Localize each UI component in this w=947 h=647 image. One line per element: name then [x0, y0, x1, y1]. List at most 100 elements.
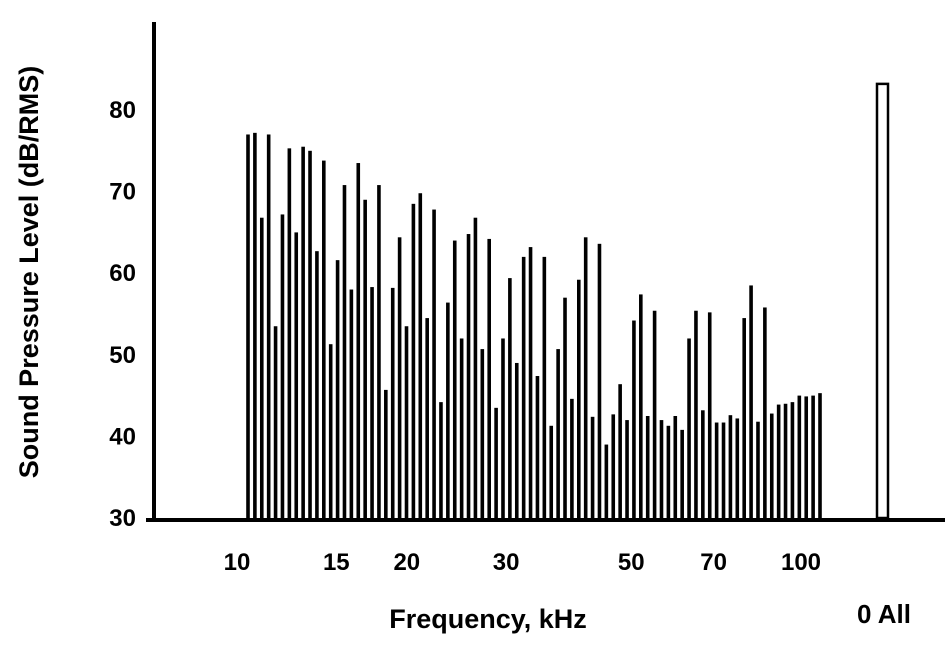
- spectrum-bar: [645, 416, 650, 518]
- spectrum-bar: [818, 393, 822, 518]
- spectrum-bar: [590, 416, 595, 518]
- x-tick-label: 20: [393, 549, 420, 576]
- spectrum-bar: [390, 287, 395, 518]
- x-tick-labels: 10 15 20 30 50 70 100: [224, 549, 821, 576]
- spectrum-bar: [528, 247, 533, 518]
- spectrum-bar: [404, 326, 409, 518]
- spectrum-bar: [439, 402, 443, 518]
- spectrum-bar: [811, 395, 815, 518]
- spectrum-bars: [246, 132, 822, 519]
- y-tick-label: 70: [109, 179, 136, 206]
- overall-level-bar: [875, 82, 890, 520]
- spectrum-bar: [659, 420, 664, 518]
- spectrum-bar: [639, 294, 643, 518]
- spectrum-bar: [266, 134, 271, 519]
- spectrum-bar: [577, 279, 581, 518]
- spectrum-bar: [804, 396, 809, 518]
- spectrum-bar: [446, 302, 450, 518]
- spectrum-bar: [652, 310, 657, 518]
- y-tick-label: 60: [109, 260, 136, 287]
- spectrum-bar: [597, 243, 602, 518]
- y-tick-label: 40: [109, 423, 136, 450]
- x-tick-label: 70: [700, 549, 727, 576]
- spectrum-bar: [625, 420, 629, 518]
- spectrum-bar: [308, 150, 312, 519]
- x-tick-label: 100: [781, 549, 821, 576]
- spectrum-bar: [521, 256, 526, 518]
- spectrum-bar: [797, 395, 802, 518]
- spectrum-bar: [384, 389, 388, 518]
- spectrum-bar: [756, 421, 760, 518]
- spectrum-bar: [632, 320, 636, 518]
- spectrum-bar: [514, 362, 519, 518]
- spectrum-bar: [315, 251, 319, 519]
- y-tick-label: 50: [109, 342, 136, 369]
- spectrum-bar: [494, 407, 498, 518]
- spectrum-bar: [721, 422, 726, 518]
- spectrum-bar: [570, 398, 574, 518]
- spectrum-bar: [790, 402, 795, 518]
- spectrum-bar: [673, 416, 678, 518]
- y-tick-label: 30: [109, 505, 136, 532]
- spectrum-bar: [776, 404, 781, 518]
- x-tick-label: 30: [493, 549, 520, 576]
- spectrum-bar: [707, 312, 712, 518]
- spectrum-bar: [769, 413, 774, 518]
- spectrum-bar: [418, 193, 423, 519]
- spectrum-bar: [687, 338, 691, 518]
- spectrum-bar: [501, 338, 505, 518]
- x-axis-label: Frequency, kHz: [389, 604, 587, 634]
- spectrum-bar: [363, 199, 367, 518]
- spectrum-bar: [411, 203, 416, 518]
- spectrum-bar: [563, 297, 567, 518]
- spectrum-bar: [322, 160, 326, 518]
- spectrum-bar: [618, 384, 622, 518]
- spectrum-bar: [680, 429, 684, 518]
- spectrum-bar: [473, 217, 478, 518]
- spectrum-bar: [280, 214, 285, 518]
- spectrum-bar: [535, 376, 540, 518]
- spectrum-bar: [783, 403, 788, 518]
- spectrum-bar: [349, 289, 354, 518]
- spectrum-bar: [425, 318, 429, 518]
- spectrum-bar: [452, 240, 457, 518]
- spectrum-bar: [542, 256, 547, 518]
- spectrum-bar: [335, 260, 340, 518]
- spectrum-bar: [301, 146, 305, 518]
- spectrum-bar: [246, 134, 250, 519]
- spectrum-bar: [259, 217, 264, 518]
- y-axis-label: Sound Pressure Level (dB/RMS): [14, 66, 44, 479]
- y-tick-label: 80: [109, 97, 136, 124]
- spectrum-bar: [466, 234, 471, 518]
- spectrum-bar: [370, 287, 374, 518]
- spectrum-bar: [749, 285, 753, 518]
- spectrum-bar: [701, 410, 705, 518]
- spectrum-bar: [459, 338, 464, 518]
- spectrum-bar: [253, 132, 257, 518]
- spectrum-bar: [763, 307, 767, 518]
- spectrum-bar: [714, 422, 719, 518]
- y-tick-labels: 30 40 50 60 70 80: [109, 97, 136, 532]
- spectrum-bar: [356, 163, 361, 519]
- spectrum-bar: [287, 148, 292, 518]
- spectrum-bar: [273, 326, 278, 518]
- spectrum-bar: [328, 344, 333, 518]
- spectrum-bar: [487, 238, 491, 518]
- spectrum-bar: [694, 310, 698, 518]
- spectrum-bar: [611, 414, 616, 518]
- spectrum-bar: [480, 349, 485, 518]
- x-tick-label: 50: [618, 549, 645, 576]
- spectrum-bar: [742, 318, 746, 518]
- spectrum-bar: [294, 232, 299, 518]
- spectrum-bar: [604, 444, 609, 518]
- spectrum-bar: [508, 278, 512, 518]
- spectrum-bar: [666, 425, 671, 518]
- x-tick-label: 10: [224, 549, 251, 576]
- x-tick-label: 15: [323, 549, 350, 576]
- spectrum-bar: [377, 185, 381, 518]
- spectrum-bar: [728, 415, 733, 518]
- spectrum-bar: [583, 237, 588, 519]
- spectrum-bar: [432, 209, 436, 519]
- spectrum-bar: [549, 425, 554, 518]
